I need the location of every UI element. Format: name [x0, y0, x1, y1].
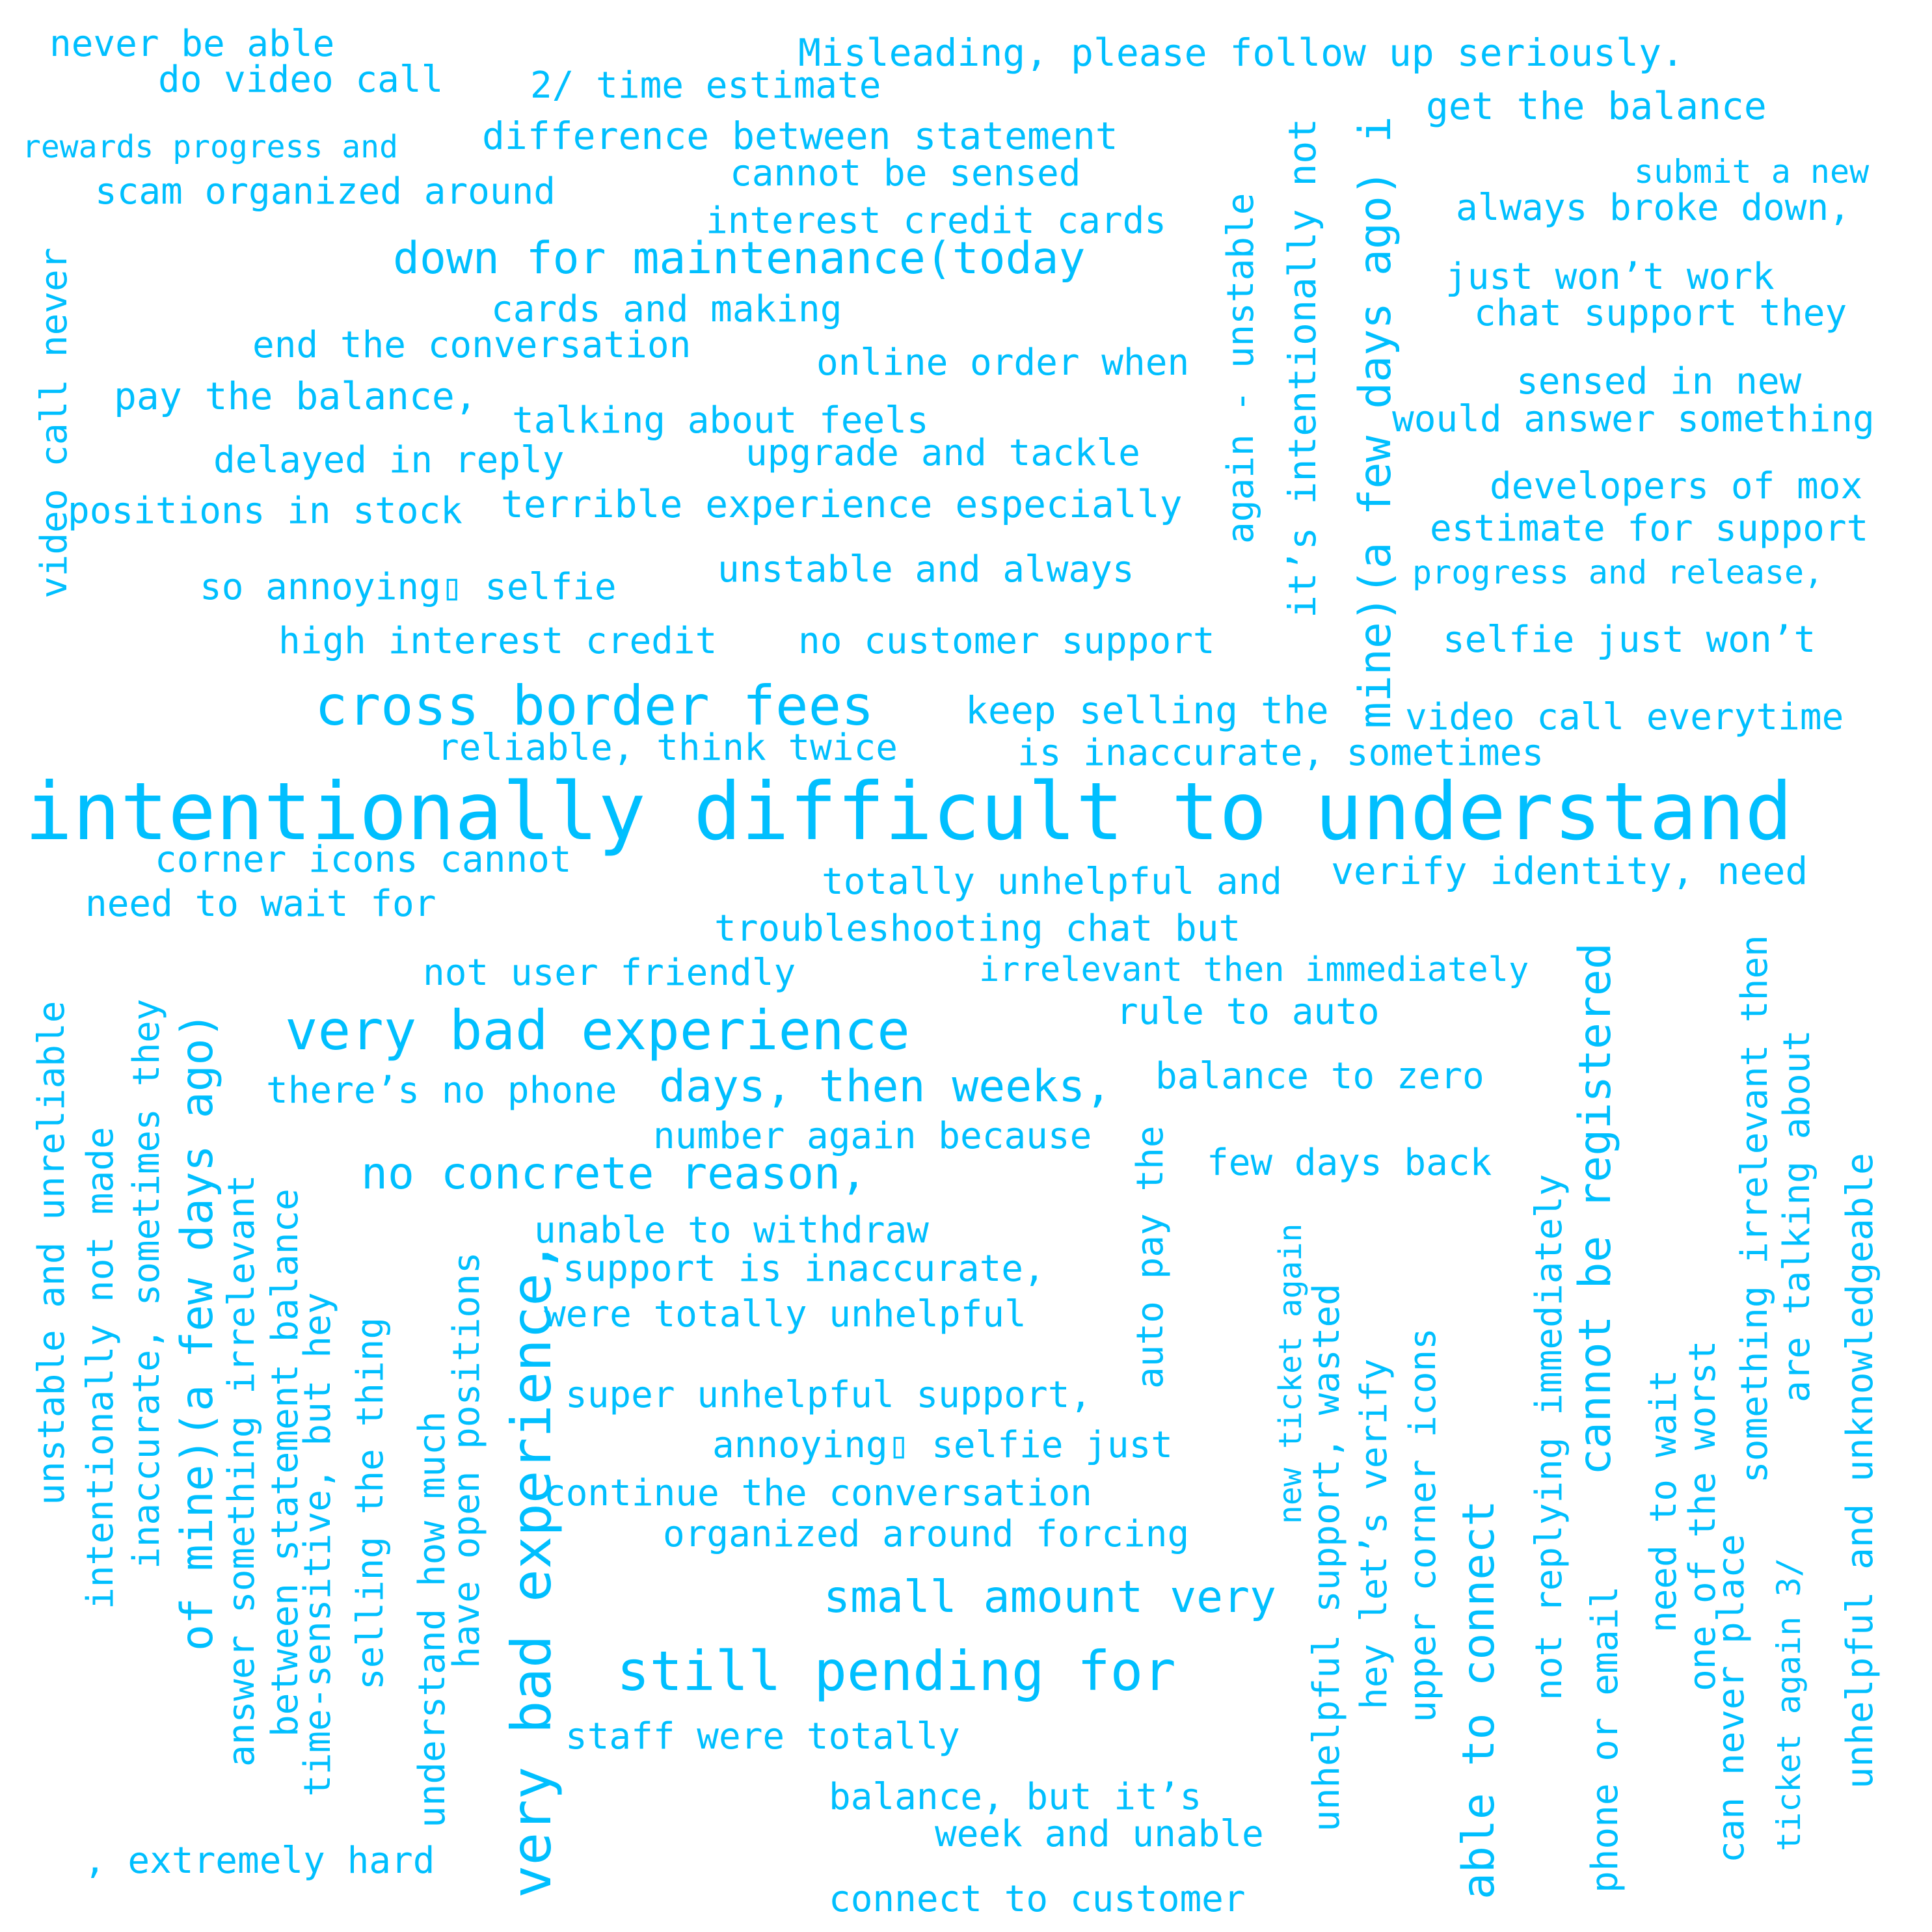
word-cloud-phrase: few days back — [1207, 1142, 1492, 1184]
word-cloud-phrase: new ticket again — [1272, 1223, 1309, 1524]
word-cloud-phrase: small amount very — [824, 1572, 1276, 1623]
word-cloud-phrase: cannot be sensed — [730, 152, 1081, 195]
word-cloud-phrase: delayed in reply — [213, 439, 565, 481]
word-cloud-phrase: unstable and always — [718, 548, 1134, 591]
word-cloud-phrase: irrelevant then immediately — [979, 950, 1529, 989]
word-cloud-phrase: online order when — [816, 342, 1190, 384]
word-cloud-phrase: developers of mox — [1490, 465, 1863, 507]
word-cloud-phrase: annoying▯ selfie just — [712, 1424, 1174, 1466]
word-cloud-phrase: mine)(a few days ago) i — [1350, 116, 1401, 729]
word-cloud-phrase: balance, but it’s — [829, 1776, 1202, 1818]
word-cloud-phrase: connect to customer — [829, 1878, 1246, 1920]
word-cloud-phrase: terrible experience especially — [501, 482, 1183, 526]
word-cloud-phrase: rewards progress and — [22, 129, 398, 165]
word-cloud-phrase: estimate for support — [1430, 507, 1869, 550]
word-cloud-phrase: scam organized around — [95, 170, 556, 213]
word-cloud-phrase: ticket again 3/ — [1770, 1557, 1808, 1851]
word-cloud-phrase: troubleshooting chat but — [714, 907, 1241, 950]
word-cloud-phrase: interest credit cards — [706, 200, 1167, 242]
word-cloud-phrase: auto pay the — [1129, 1125, 1172, 1389]
word-cloud-phrase: talking about feels — [512, 399, 929, 442]
word-cloud-phrase: not user friendly — [423, 952, 796, 994]
word-cloud-phrase: can never place — [1710, 1534, 1752, 1863]
word-cloud-phrase: unhelpful support, wasted — [1306, 1283, 1348, 1832]
word-cloud-phrase: pay the balance, — [114, 374, 477, 418]
word-cloud-phrase: hey let’s verify — [1353, 1358, 1395, 1710]
word-cloud-phrase: continue the conversation — [544, 1472, 1092, 1514]
word-cloud-phrase: cards and making — [491, 288, 842, 330]
word-cloud-phrase: it’s intentionally not — [1280, 118, 1324, 618]
word-cloud-phrase: selling the thing — [349, 1317, 392, 1690]
word-cloud-phrase: intentionally difficult to understand — [25, 766, 1793, 858]
word-cloud-phrase: are talking about — [1776, 1029, 1818, 1402]
word-cloud-phrase: unable to withdraw — [534, 1209, 929, 1252]
word-cloud-phrase: cross border fees — [315, 674, 874, 738]
word-cloud-phrase: so annoying▯ selfie — [200, 566, 617, 608]
word-cloud-phrase: something irrelevant then — [1734, 935, 1776, 1483]
word-cloud-phrase: cannot be registered — [1570, 943, 1621, 1475]
word-cloud-phrase: of mine)(a few days ago) — [172, 1012, 223, 1651]
word-cloud-phrase: positions in stock — [68, 490, 463, 532]
word-cloud-phrase: chat support they — [1474, 292, 1847, 334]
word-cloud-phrase: able to connect — [1453, 1499, 1505, 1899]
word-cloud-phrase: week and unable — [935, 1813, 1264, 1855]
word-cloud-phrase: totally unhelpful and — [822, 861, 1283, 903]
word-cloud-phrase: end the conversation — [252, 324, 691, 366]
word-cloud-phrase: no concrete reason, — [361, 1148, 867, 1200]
word-cloud-phrase: phone or email — [1584, 1585, 1626, 1893]
word-cloud-phrase: answer something irrelevant — [221, 1174, 263, 1767]
word-cloud-phrase: upgrade and tackle — [745, 432, 1140, 474]
word-cloud-phrase: difference between statement — [482, 114, 1118, 158]
word-cloud-phrase: sensed in new — [1516, 360, 1802, 403]
word-cloud-phrase: days, then weeks, — [659, 1061, 1112, 1112]
word-cloud-phrase: number again because — [653, 1115, 1092, 1157]
word-cloud-phrase: always broke down, — [1456, 187, 1851, 229]
word-cloud-phrase: super unhelpful support, — [565, 1374, 1092, 1416]
word-cloud-phrase: video call never — [33, 247, 75, 598]
word-cloud-phrase: just won’t work — [1445, 256, 1775, 298]
word-cloud-phrase: unstable and unreliable — [31, 1000, 73, 1505]
word-cloud-phrase: down for maintenance(today — [393, 233, 1086, 284]
word-cloud-phrase: still pending for — [617, 1639, 1176, 1703]
word-cloud-phrase: were totally unhelpful — [544, 1293, 1026, 1335]
word-cloud-phrase: would answer something — [1392, 398, 1875, 440]
word-cloud-phrase: need to wait — [1643, 1369, 1685, 1633]
word-cloud-phrase: organized around forcing — [663, 1513, 1190, 1555]
word-cloud-phrase: support is inaccurate, — [563, 1248, 1045, 1290]
word-cloud-phrase: there’s no phone — [266, 1069, 617, 1112]
word-cloud-phrase: is inaccurate, sometimes — [1017, 732, 1544, 774]
word-cloud-phrase: get the balance — [1426, 84, 1767, 128]
word-cloud-phrase: upper corner icons — [1402, 1328, 1444, 1723]
word-cloud-phrase: selfie just won’t — [1443, 619, 1816, 661]
word-cloud-phrase: have open positions — [446, 1252, 488, 1669]
word-cloud-phrase: staff were totally — [565, 1715, 960, 1758]
word-cloud-phrase: keep selling the — [965, 688, 1329, 732]
word-cloud-phrase: Misleading, please follow up seriously. — [798, 31, 1684, 75]
word-cloud-phrase: very bad experience — [285, 999, 910, 1062]
word-cloud-phrase: high interest credit — [278, 620, 718, 662]
word-cloud-phrase: very bad experience, — [500, 1240, 563, 1898]
word-cloud-phrase: rule to auto — [1116, 991, 1380, 1033]
word-cloud-phrase: again - unstable — [1220, 193, 1262, 544]
word-cloud-phrase: 2/ time estimate — [530, 64, 881, 107]
word-cloud-phrase: progress and release, — [1412, 554, 1824, 591]
word-cloud-phrase: , extremely hard — [84, 1840, 435, 1882]
word-cloud-phrase: do video call — [158, 59, 444, 101]
word-cloud-phrase: no customer support — [798, 620, 1215, 662]
word-cloud-phrase: time-sensitive, but hey — [297, 1292, 339, 1797]
word-cloud-phrase: intentionally not made — [79, 1127, 122, 1609]
word-cloud-phrase: balance to zero — [1155, 1055, 1484, 1097]
word-cloud-phrase: need to wait for — [85, 883, 436, 925]
word-cloud-phrase: inaccurate, sometimes they — [126, 999, 168, 1569]
word-cloud-phrase: not replying immediately — [1528, 1174, 1570, 1700]
word-cloud-phrase: reliable, think twice — [437, 727, 898, 769]
word-cloud-phrase: verify identity, need — [1331, 849, 1808, 893]
word-cloud-phrase: unhelpful and unknowledgeable — [1839, 1153, 1881, 1789]
word-cloud-phrase: corner icons cannot — [155, 839, 572, 881]
word-cloud-phrase: never be able — [49, 23, 335, 65]
word-cloud-phrase: submit a new — [1634, 153, 1870, 191]
word-cloud-phrase: video call everytime — [1405, 696, 1844, 738]
